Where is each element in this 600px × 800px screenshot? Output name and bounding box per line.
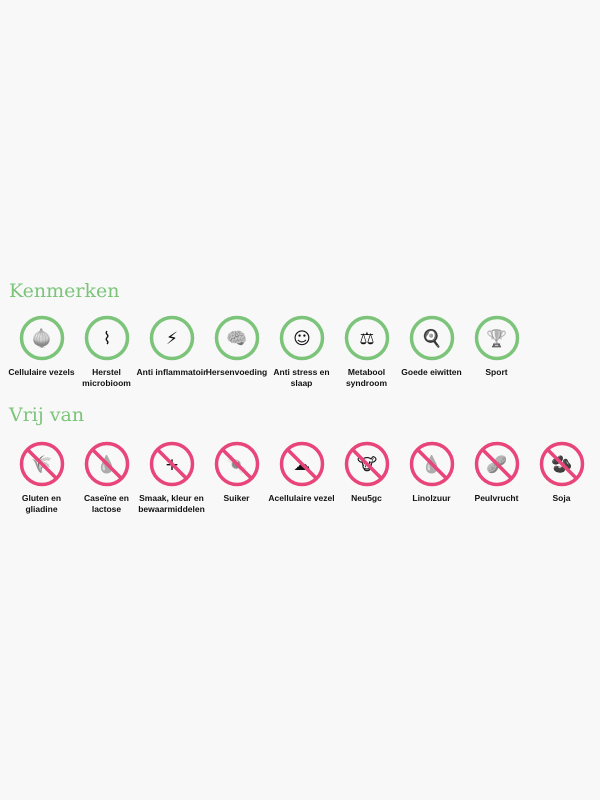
feature-label: Goede eiwitten [401, 367, 462, 377]
feature-item: 🧅 Cellulaire vezels [8, 315, 75, 389]
feature-label: Neu5gc [351, 493, 382, 503]
feature-label: Smaak, kleur en bewaarmiddelen [138, 493, 205, 514]
feature-label: Sport [485, 367, 508, 377]
feature-label: Anti stress en slaap [273, 367, 330, 388]
intestine-icon: ⌇ [84, 315, 130, 361]
trophy-icon: 🏆 [474, 315, 520, 361]
feature-item: 🐮 Neu5gc [334, 441, 399, 515]
vrij-van-heading: Vrij van [9, 404, 85, 426]
brain-icon: 🧠 [214, 315, 260, 361]
lightning-icon: ⚡ [149, 315, 195, 361]
feature-item: + Smaak, kleur en bewaarmiddelen [138, 441, 205, 515]
egg-icon: 🍳 [409, 315, 455, 361]
oil-drop-icon: 💧 [409, 441, 455, 487]
sleep-face-icon: ☺ [279, 315, 325, 361]
feature-item: 🍬 Suiker [204, 441, 269, 515]
svg-text:🏆: 🏆 [486, 328, 507, 349]
feature-item: 🏆 Sport [464, 315, 529, 389]
feature-item: 🧠 Hersenvoeding [204, 315, 269, 389]
svg-text:🧠: 🧠 [226, 329, 247, 349]
feature-label: Acellulaire vezel [268, 493, 335, 503]
feature-label: Linolzuur [412, 493, 451, 503]
svg-text:⚖: ⚖ [359, 329, 374, 349]
feature-item: ⚖ Metabool syndroom [334, 315, 399, 389]
cow-icon: 🐮 [344, 441, 390, 487]
kenmerken-list: 🧅 Cellulaire vezels ⌇ Herstel microbioom ⚡ An… [8, 315, 529, 389]
feature-item: ⚡ Anti inflammatoir [137, 315, 206, 389]
plus-icon: + [149, 441, 195, 487]
feature-label: Caseïne en lactose [84, 493, 129, 514]
wheat-icon: 🌾 [19, 441, 65, 487]
cauliflower-icon: ☁ [279, 441, 325, 487]
svg-text:🍳: 🍳 [421, 328, 442, 349]
feature-label: Peulvrucht [474, 493, 519, 503]
peanut-icon: 🥜 [474, 441, 520, 487]
feature-item: ⌇ Herstel microbioom [74, 315, 139, 389]
feature-label: Hersenvoeding [205, 367, 268, 377]
feature-label: Anti inflammatoir [136, 367, 207, 377]
feature-label: Herstel microbioom [82, 367, 131, 388]
feature-label: Gluten en gliadine [21, 493, 62, 514]
feature-label: Metabool syndroom [345, 367, 388, 388]
svg-text:⌇: ⌇ [102, 329, 110, 349]
svg-text:☺: ☺ [293, 329, 311, 349]
vrij-van-list: 🌾 Gluten en gliadine 💧 Caseïne en lactose + S… [9, 441, 594, 515]
soy-bean-icon: 🫘 [539, 441, 585, 487]
onion-icon: 🧅 [19, 315, 65, 361]
feature-label: Suiker [223, 493, 250, 503]
feature-item: 🍳 Goede eiwitten [399, 315, 464, 389]
svg-text:⚡: ⚡ [166, 329, 178, 349]
svg-text:🧅: 🧅 [31, 328, 52, 349]
feature-label: Soja [552, 493, 571, 503]
feature-item: 💧 Caseïne en lactose [74, 441, 139, 515]
kenmerken-heading: Kenmerken [9, 280, 120, 302]
feature-item: 🥜 Peulvrucht [464, 441, 529, 515]
feature-item: ☁ Acellulaire vezel [268, 441, 335, 515]
scale-icon: ⚖ [344, 315, 390, 361]
feature-item: 🌾 Gluten en gliadine [9, 441, 74, 515]
feature-item: 💧 Linolzuur [399, 441, 464, 515]
feature-label: Cellulaire vezels [8, 367, 75, 377]
candy-icon: 🍬 [214, 441, 260, 487]
feature-item: 🫘 Soja [529, 441, 594, 515]
milk-splash-icon: 💧 [84, 441, 130, 487]
feature-item: ☺ Anti stress en slaap [269, 315, 334, 389]
